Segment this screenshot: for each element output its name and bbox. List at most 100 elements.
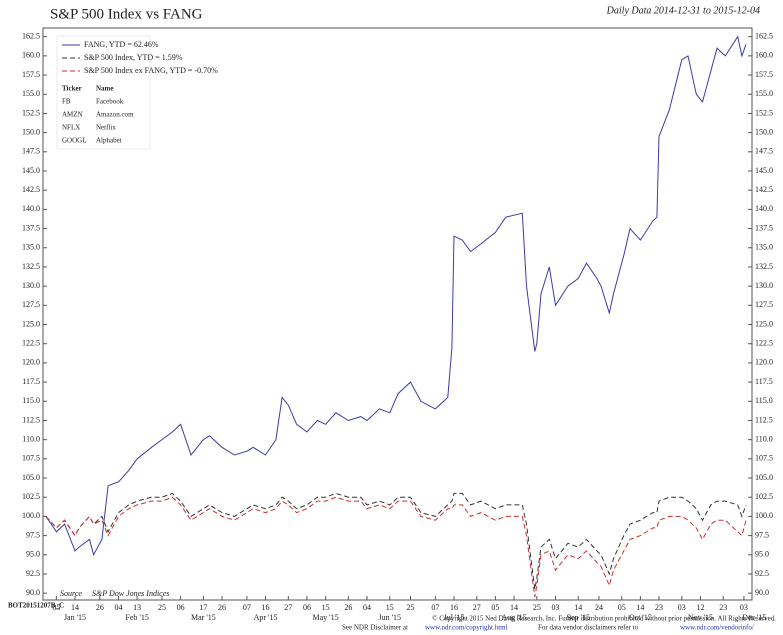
month-label: May '15	[313, 613, 339, 622]
y2-tick-label: 107.5	[755, 454, 773, 463]
y2-tick-label: 117.5	[755, 377, 773, 386]
y-tick-label: 97.5	[26, 530, 40, 539]
y2-tick-label: 95.0	[755, 550, 769, 559]
y2-tick-label: 135.0	[755, 243, 773, 252]
y2-tick-label: 150.0	[755, 127, 773, 136]
month-label: Mar '15	[191, 613, 216, 622]
y-tick-label: 160.0	[22, 51, 40, 60]
legend-label: S&P 500 Index ex FANG, YTD = -0.70%	[84, 66, 218, 75]
table-cell: Amazon.com	[96, 111, 134, 119]
month-label: Feb '15	[125, 613, 148, 622]
x-tick-label: 13	[133, 603, 141, 612]
x-tick-label: 03	[551, 603, 559, 612]
y-tick-label: 140.0	[22, 204, 40, 213]
chart-title: S&P 500 Index vs FANG	[50, 6, 203, 22]
y2-tick-label: 152.5	[755, 108, 773, 117]
x-tick-label: 12	[696, 603, 704, 612]
y2-tick-label: 155.0	[755, 89, 773, 98]
x-tick-label: 16	[450, 603, 458, 612]
footer-code: BOT20151207B_C	[8, 602, 64, 610]
y2-tick-label: 92.5	[755, 569, 769, 578]
y-tick-label: 102.5	[22, 492, 40, 501]
x-tick-label: 07	[431, 603, 439, 612]
table-cell: GOOGL	[62, 137, 87, 145]
source-text: S&P Dow Jones Indices	[92, 589, 169, 598]
y-tick-label: 122.5	[22, 339, 40, 348]
disclaimer-link[interactable]: www.ndr.com/vendorinfo/	[680, 624, 754, 632]
x-tick-label: 15	[386, 603, 394, 612]
y2-tick-label: 102.5	[755, 492, 773, 501]
y2-tick-label: 160.0	[755, 51, 773, 60]
plot-frame	[42, 27, 753, 601]
month-label: Sep '15	[567, 613, 590, 622]
x-tick-label: 26	[96, 603, 104, 612]
x-tick-label: 24	[595, 603, 603, 612]
y2-tick-label: 90.0	[755, 588, 769, 597]
table-header: Name	[96, 85, 114, 93]
y2-tick-label: 142.5	[755, 185, 773, 194]
y-tick-label: 95.0	[26, 550, 40, 559]
y-tick-label: 145.0	[22, 166, 40, 175]
y-tick-label: 107.5	[22, 454, 40, 463]
x-tick-label: 05	[618, 603, 626, 612]
x-tick-label: 05	[52, 603, 60, 612]
y2-tick-label: 162.5	[755, 32, 773, 41]
legend-box	[56, 35, 151, 150]
table-header: Ticker	[62, 85, 82, 93]
disclaimer-link[interactable]: www.ndr.com/copyright.html	[425, 624, 508, 632]
y-tick-label: 92.5	[26, 569, 40, 578]
month-label: Nov '15	[688, 613, 713, 622]
table-cell: Netflix	[96, 124, 116, 132]
x-tick-label: 03	[740, 603, 748, 612]
x-tick-label: 14	[574, 603, 582, 612]
table-cell: FB	[62, 98, 71, 106]
y2-tick-label: 97.5	[755, 530, 769, 539]
x-tick-label: 25	[406, 603, 414, 612]
x-tick-label: 23	[719, 603, 727, 612]
month-label: Jul '15	[444, 613, 465, 622]
y-tick-label: 112.5	[22, 415, 40, 424]
table-cell: Alphabet	[96, 137, 122, 145]
disclaimer: See NDR Disclaimer at	[342, 624, 408, 632]
table-cell: AMZN	[62, 111, 83, 119]
y-tick-label: 150.0	[22, 127, 40, 136]
y2-tick-label: 145.0	[755, 166, 773, 175]
x-tick-label: 26	[344, 603, 352, 612]
y2-tick-label: 122.5	[755, 339, 773, 348]
chart-subtitle: Daily Data 2014-12-31 to 2015-12-04	[606, 5, 760, 16]
table-cell: Facebook	[96, 98, 124, 106]
x-tick-label: 07	[243, 603, 251, 612]
series-line	[45, 496, 747, 598]
y2-tick-label: 110.0	[755, 434, 773, 443]
y-tick-label: 110.0	[22, 434, 40, 443]
series-line	[45, 492, 747, 590]
month-label: Jan '15	[64, 613, 86, 622]
y-tick-label: 115.0	[22, 396, 40, 405]
x-tick-label: 23	[655, 603, 663, 612]
y-tick-label: 100.0	[22, 511, 40, 520]
y2-tick-label: 147.5	[755, 147, 773, 156]
y-tick-label: 147.5	[22, 147, 40, 156]
y-tick-label: 105.0	[22, 473, 40, 482]
y-tick-label: 132.5	[22, 262, 40, 271]
y-tick-label: 142.5	[22, 185, 40, 194]
source-label: Source	[60, 589, 82, 598]
x-tick-label: 26	[218, 603, 226, 612]
y2-tick-label: 132.5	[755, 262, 773, 271]
y2-tick-label: 127.5	[755, 300, 773, 309]
y2-tick-label: 137.5	[755, 223, 773, 232]
x-tick-label: 25	[533, 603, 541, 612]
x-tick-label: 14	[71, 603, 79, 612]
x-tick-label: 05	[491, 603, 499, 612]
y2-tick-label: 157.5	[755, 70, 773, 79]
x-tick-label: 14	[510, 603, 518, 612]
copyright: © Copyright 2015 Ned Davis Research, Inc…	[432, 615, 776, 623]
x-tick-label: 14	[636, 603, 644, 612]
y-tick-label: 117.5	[22, 377, 40, 386]
month-label: Apr '15	[254, 613, 278, 622]
legend-label: S&P 500 Index, YTD = 1.59%	[84, 53, 183, 62]
x-tick-label: 04	[114, 603, 122, 612]
y2-tick-label: 100.0	[755, 511, 773, 520]
month-label: Oct '15	[629, 613, 652, 622]
